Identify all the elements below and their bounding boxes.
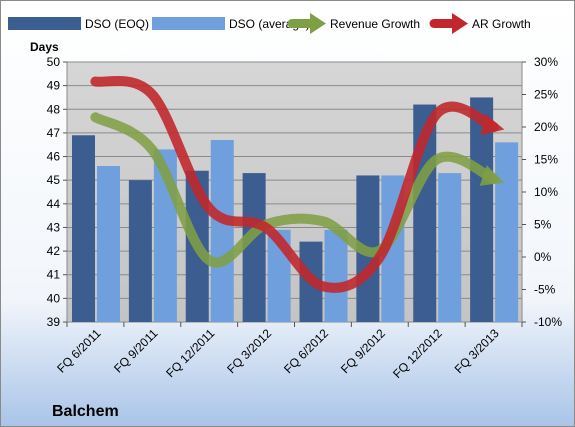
right-axis-ticks: 30% 25% 20% 15% 10% 5% 0% -5% -10% [522,55,562,329]
y2-tick-label: 10% [534,185,558,199]
growth-lines [90,75,505,293]
legend-revenue-growth: Revenue Growth [287,13,420,34]
legend-label: Revenue Growth [330,17,420,31]
company-name: Balchem [52,403,119,420]
y-tick-label: 39 [47,315,61,329]
y-tick-label: 45 [47,173,61,187]
legend-swatch [152,17,225,30]
legend: DSO (EOQ) DSO (average) Revenue Growth AR G… [8,13,531,34]
legend-label: DSO (EOQ) [85,17,149,31]
bar-dso-eoq [128,180,152,322]
bar-dso-eoq [72,135,95,322]
y-tick-label: 44 [47,197,61,211]
y2-tick-label: 20% [534,120,558,134]
bar-dso-eoq [242,173,266,322]
y-tick-label: 49 [47,79,61,93]
legend-dso-eoq: DSO (EOQ) [8,17,149,31]
y-tick-label: 47 [47,126,61,140]
y-axis-title: Days [30,40,59,54]
bar-dso-average [495,142,519,322]
bar-series [72,97,519,322]
y2-tick-label: 5% [534,218,552,232]
legend-swatch [8,17,81,30]
bar-dso-eoq [470,97,494,322]
legend-ar-growth: AR Growth [429,13,531,34]
y-tick-label: 50 [47,55,61,69]
legend-dso-average: DSO (average) [152,17,310,31]
revenue-growth-line [90,112,505,268]
y2-tick-label: -10% [534,315,562,329]
legend-arrowhead [310,13,326,34]
y-tick-label: 40 [47,291,61,305]
y-tick-label: 41 [47,268,61,282]
left-axis-ticks: 50 49 48 47 46 45 44 43 42 41 40 39 [47,55,67,329]
y-tick-label: 46 [47,150,61,164]
legend-label: AR Growth [472,17,531,31]
y2-tick-label: -5% [534,283,556,297]
y2-tick-label: 0% [534,250,552,264]
y-tick-label: 43 [47,220,61,234]
y2-tick-label: 30% [534,55,558,69]
y2-tick-label: 25% [534,88,558,102]
legend-arrowhead [452,13,468,34]
y-tick-label: 48 [47,102,61,116]
bar-dso-average [210,140,234,322]
y-tick-label: 42 [47,244,61,258]
y2-tick-label: 15% [534,153,558,167]
ar-growth-line [90,75,505,293]
bar-dso-average [438,173,462,322]
bar-dso-average [324,229,348,322]
bar-dso-average [97,166,120,322]
